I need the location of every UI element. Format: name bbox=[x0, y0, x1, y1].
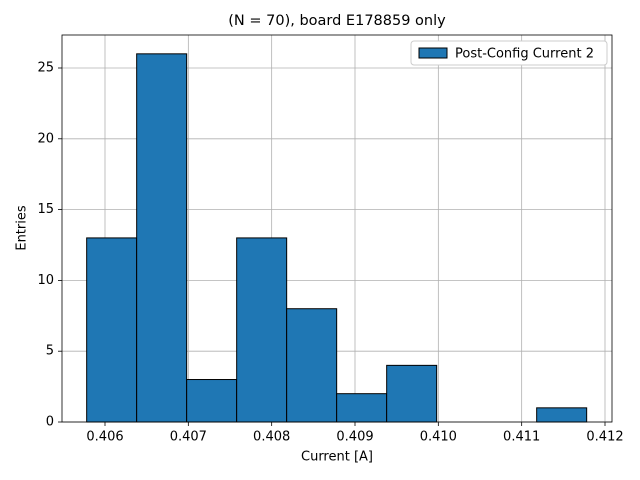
legend-swatch bbox=[418, 47, 448, 59]
bar bbox=[286, 308, 338, 423]
legend-box bbox=[410, 40, 608, 66]
axes-frame bbox=[61, 34, 613, 423]
x-tick-label: 0.406 bbox=[86, 430, 123, 445]
bar bbox=[386, 364, 438, 423]
x-tick-label: 0.408 bbox=[253, 430, 290, 445]
bar bbox=[536, 407, 588, 423]
y-tick-label: 0 bbox=[46, 415, 54, 430]
chart-title: (N = 70), board E178859 only bbox=[228, 13, 446, 29]
x-tick-label: 0.411 bbox=[503, 430, 540, 445]
x-tick-label: 0.412 bbox=[586, 430, 623, 445]
x-tick-label: 0.409 bbox=[336, 430, 373, 445]
x-axis-label: Current [A] bbox=[301, 450, 373, 465]
bar bbox=[336, 393, 388, 423]
y-tick-label: 15 bbox=[37, 202, 54, 217]
x-tick-label: 0.407 bbox=[170, 430, 207, 445]
legend-label: Post-Config Current 2 bbox=[455, 47, 594, 62]
y-tick-label: 10 bbox=[37, 273, 54, 288]
y-axis-label: Entries bbox=[15, 205, 30, 251]
bar bbox=[86, 237, 138, 423]
y-tick-label: 25 bbox=[37, 60, 54, 75]
y-tick-label: 5 bbox=[46, 344, 54, 359]
x-tick-label: 0.410 bbox=[420, 430, 457, 445]
bar bbox=[236, 237, 288, 423]
y-tick-label: 20 bbox=[37, 131, 54, 146]
bar bbox=[136, 53, 188, 423]
bar bbox=[186, 379, 238, 423]
